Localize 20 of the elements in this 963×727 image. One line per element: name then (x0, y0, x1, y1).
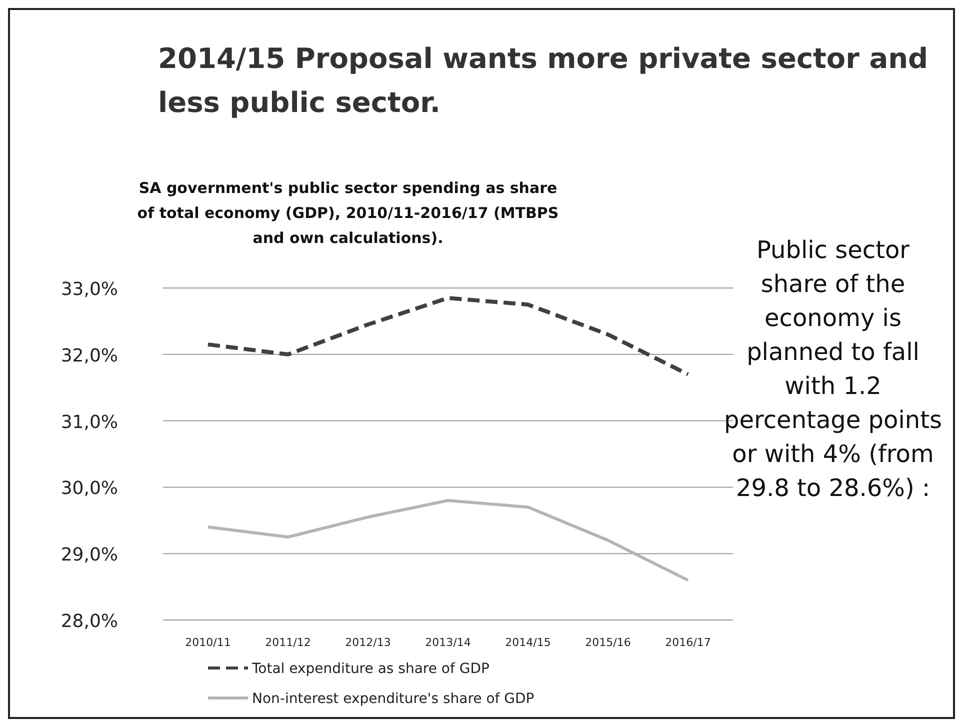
chart-title: 2014/15 Proposal wants more private sector and less public sector. (158, 42, 928, 119)
x-tick-label: 2015/16 (585, 636, 631, 649)
y-tick-label: 30,0% (60, 478, 118, 500)
x-tick-label: 2010/11 (185, 636, 231, 649)
line-series (206, 296, 690, 376)
x-tick-label: 2013/14 (425, 636, 471, 649)
chart-subtitle: SA government's public sector spending as share of total economy (GDP), 2010/11-2016/17 (MTBPS and own calculations). (137, 179, 559, 247)
y-tick-label: 28,0% (60, 611, 118, 632)
legend-label: Non-interest expenditure's share of GDP (252, 691, 534, 707)
x-tick-label: 2014/15 (505, 636, 551, 649)
y-tick-label: 29,0% (60, 544, 118, 566)
annotation: Public sector share of the economy is planned to fall with 1.2 percentage points or with 4% (from 29.8 to 28.6%) : (724, 236, 942, 502)
x-tick-label: 2016/17 (665, 636, 711, 649)
legend-label: Total expenditure as share of GDP (251, 661, 490, 677)
y-tick-label: 32,0% (60, 345, 118, 366)
y-tick-label: 33,0% (60, 279, 118, 300)
x-tick-label: 2011/12 (265, 636, 311, 649)
y-tick-label: 31,0% (60, 412, 118, 433)
line-series (206, 498, 690, 582)
x-tick-label: 2012/13 (345, 636, 391, 649)
